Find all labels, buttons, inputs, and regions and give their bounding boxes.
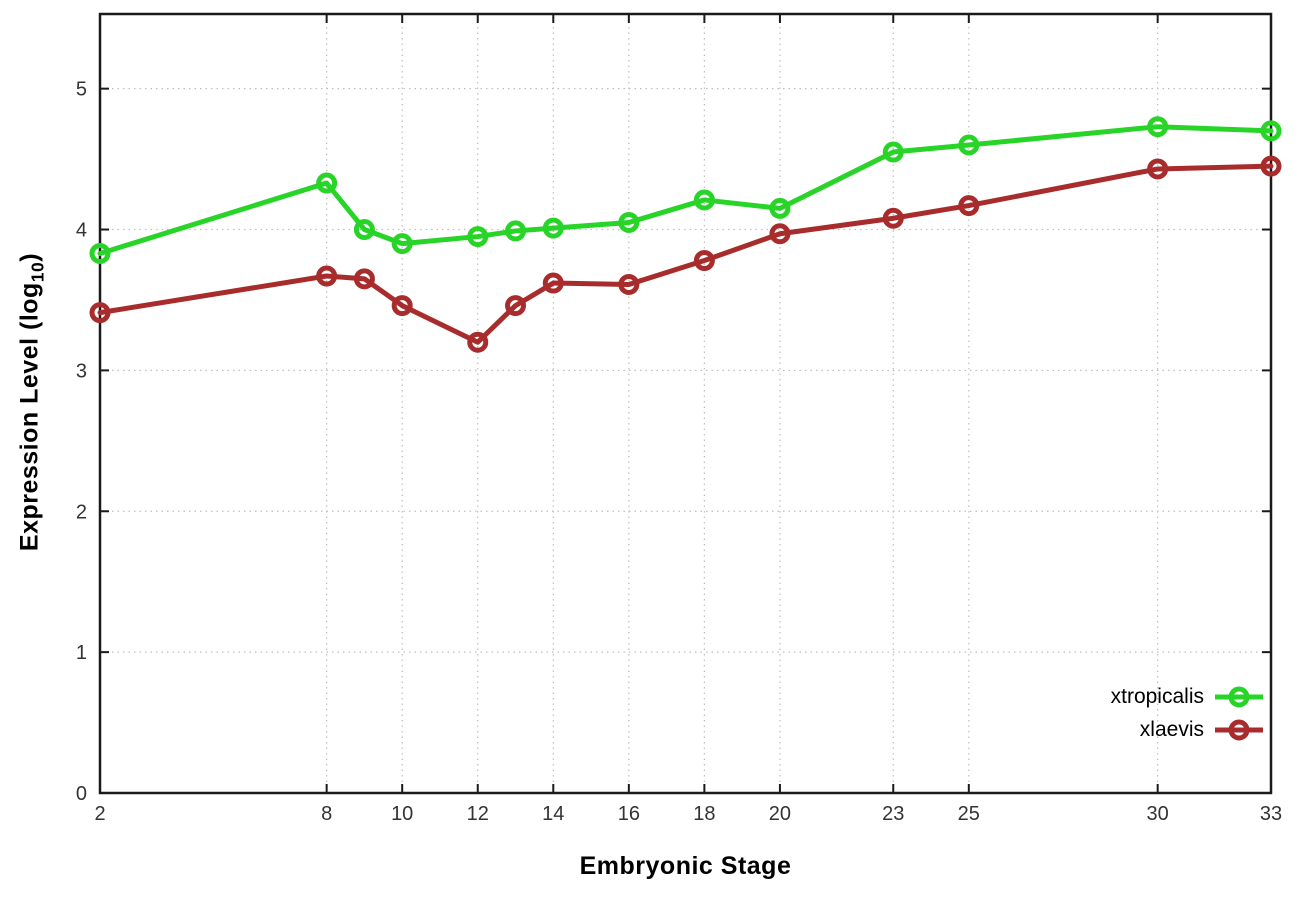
y-tick-label: 1 (76, 642, 87, 664)
legend-label: xtropicalis (1110, 685, 1204, 708)
x-tick-label: 12 (467, 803, 489, 825)
data-point-xlaevis (769, 223, 791, 245)
data-point-xlaevis (1260, 155, 1282, 177)
x-tick-label: 23 (882, 803, 904, 825)
y-tick-label: 4 (76, 220, 87, 242)
data-point-xtropicalis (505, 220, 527, 242)
data-point-xtropicalis (391, 233, 413, 255)
data-point-xlaevis (316, 265, 338, 287)
series-marker-icon (1215, 719, 1263, 741)
data-point-xtropicalis (882, 141, 904, 163)
data-point-xtropicalis (89, 242, 111, 264)
x-tick-label: 10 (391, 803, 413, 825)
data-point-xlaevis (618, 273, 640, 295)
series-line-xlaevis (97, 163, 1274, 345)
data-point-xtropicalis (958, 134, 980, 156)
data-point-xlaevis (505, 295, 527, 317)
series-line-xtropicalis (97, 124, 1274, 256)
y-axis-title: Expression Level (log10) (15, 252, 48, 552)
data-point-xtropicalis (353, 219, 375, 241)
data-point-xlaevis (391, 295, 413, 317)
plot-border (98, 12, 1273, 795)
legend-item-xlaevis: xlaevis (1140, 718, 1264, 742)
data-point-xtropicalis (1260, 120, 1282, 142)
data-point-xlaevis (1147, 158, 1169, 180)
y-axis-title-suffix: ) (15, 252, 44, 262)
data-point-xlaevis (693, 250, 715, 272)
data-point-xlaevis (542, 272, 564, 294)
x-tick-label: 16 (618, 803, 640, 825)
legend-item-xtropicalis: xtropicalis (1111, 685, 1264, 709)
x-tick-label: 2 (94, 803, 105, 825)
x-tick-label: 8 (321, 803, 332, 825)
series-marker-icon (1215, 686, 1263, 708)
data-point-xtropicalis (467, 226, 489, 248)
x-tick-label: 30 (1147, 803, 1169, 825)
x-tick-label: 14 (542, 803, 564, 825)
x-tick-label: 20 (769, 803, 791, 825)
data-point-xtropicalis (618, 211, 640, 233)
data-point-xtropicalis (693, 189, 715, 211)
data-point-xlaevis (467, 331, 489, 353)
legend-label: xlaevis (1139, 718, 1204, 741)
y-tick-label: 5 (76, 79, 87, 101)
data-point-xlaevis (353, 268, 375, 290)
x-axis-title: Embryonic Stage (579, 852, 792, 880)
data-point-xtropicalis (316, 172, 338, 194)
data-point-xtropicalis (542, 217, 564, 239)
y-tick-label: 2 (76, 501, 87, 523)
x-tick-label: 25 (958, 803, 980, 825)
y-axis-title-text: Expression Level (log (15, 282, 44, 552)
y-tick-label: 3 (76, 360, 87, 382)
y-tick-label: 0 (76, 783, 87, 805)
y-axis-title-subscript: 10 (27, 261, 48, 283)
data-point-xtropicalis (1147, 116, 1169, 138)
x-tick-label: 18 (693, 803, 715, 825)
data-point-xlaevis (882, 207, 904, 229)
x-tick-label: 33 (1260, 803, 1282, 825)
legend: xtropicalis xlaevis (1111, 685, 1264, 742)
data-point-xlaevis (89, 302, 111, 324)
data-point-xtropicalis (769, 197, 791, 219)
data-point-xlaevis (958, 195, 980, 217)
